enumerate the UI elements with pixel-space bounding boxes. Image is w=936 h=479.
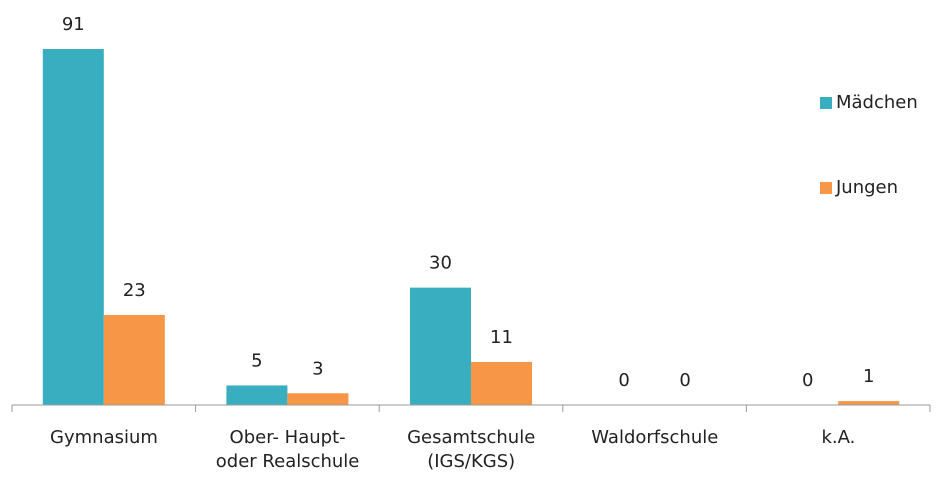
data-label: 0 xyxy=(618,370,629,391)
bar xyxy=(471,361,532,405)
legend-label: Mädchen xyxy=(836,92,918,113)
data-label: 11 xyxy=(490,327,513,348)
data-label: 5 xyxy=(251,350,262,371)
data-label: 0 xyxy=(802,370,813,391)
data-label: 0 xyxy=(679,370,690,391)
bar xyxy=(103,315,165,405)
data-label: 30 xyxy=(429,253,452,274)
bar xyxy=(287,393,349,405)
bar xyxy=(226,385,288,405)
data-label: 23 xyxy=(123,280,146,301)
data-label: 91 xyxy=(62,14,85,35)
x-tick-label: k.A. xyxy=(821,427,856,448)
bar xyxy=(42,49,104,405)
x-tick-label: Ober- Haupt- oder Realschule xyxy=(215,427,360,472)
legend-swatch xyxy=(820,182,832,194)
x-tick-label: Waldorfschule xyxy=(591,427,719,448)
bar xyxy=(410,287,471,405)
data-label: 3 xyxy=(312,358,323,379)
data-label: 1 xyxy=(863,366,874,387)
bar xyxy=(838,401,900,405)
x-tick-label: Gymnasium xyxy=(50,427,158,448)
legend-label: Jungen xyxy=(835,177,898,198)
x-tick-label: Gesamtschule (IGS/KGS) xyxy=(407,427,536,472)
legend-swatch xyxy=(820,97,832,109)
